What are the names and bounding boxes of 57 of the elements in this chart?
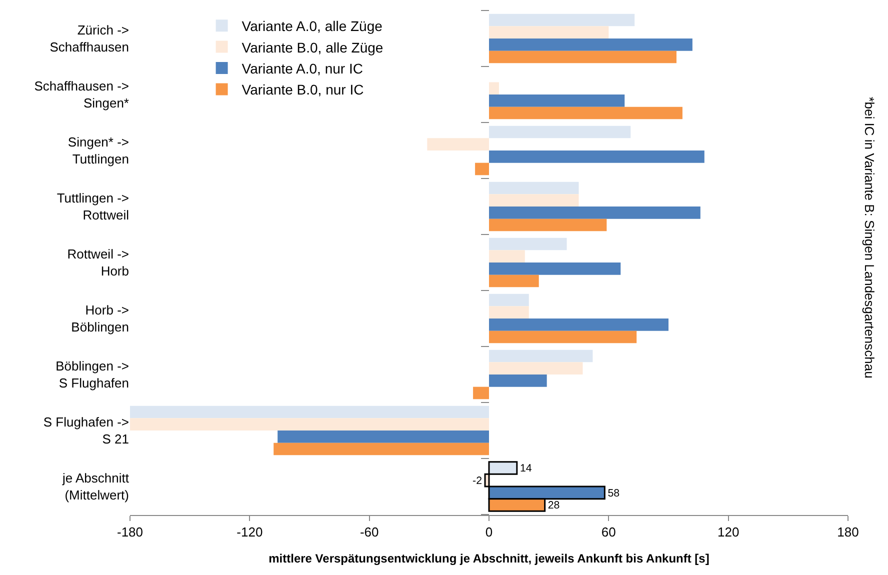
bar bbox=[489, 14, 635, 26]
data-label: 58 bbox=[608, 487, 620, 500]
x-tick-label: -60 bbox=[360, 524, 379, 540]
data-label: 28 bbox=[548, 500, 560, 512]
bar bbox=[489, 274, 539, 288]
bar bbox=[130, 406, 489, 418]
y-tick-label: Singen* -> Tuttlingen bbox=[68, 134, 129, 166]
bar bbox=[489, 194, 579, 206]
text: *bei IC in Variante B: Singen Landesgartenschau bbox=[862, 96, 877, 378]
x-tick-label: -120 bbox=[236, 524, 263, 540]
y-tick-label: Tuttlingen -> Rottweil bbox=[56, 190, 130, 222]
bar bbox=[489, 362, 583, 374]
bar bbox=[489, 26, 609, 38]
bar bbox=[489, 262, 621, 275]
bar bbox=[489, 206, 700, 219]
x-tick-label: -180 bbox=[116, 524, 144, 540]
x-axis-title: mittlere Verspätungsentwicklung je Abschnitt, jeweils Ankunft bis Ankunft [s] bbox=[268, 552, 710, 566]
bar bbox=[489, 50, 676, 64]
data-label: -2 bbox=[472, 475, 482, 488]
legend-label: Variante A.0, alle Züge bbox=[242, 18, 383, 34]
bar bbox=[489, 94, 625, 107]
y-tick-label: Böblingen -> S Flughafen bbox=[56, 358, 129, 390]
bar bbox=[489, 38, 692, 51]
y-tick-label: Schaffhausen -> Singen* bbox=[34, 78, 129, 110]
y-tick-label: Horb -> Böblingen bbox=[71, 302, 129, 334]
bar bbox=[489, 106, 682, 120]
y-tick-label: Rottweil -> Horb bbox=[67, 246, 129, 278]
bar bbox=[473, 386, 489, 400]
bar bbox=[489, 182, 579, 194]
x-tick-label: 0 bbox=[485, 524, 493, 540]
bar bbox=[489, 350, 593, 362]
bar bbox=[475, 162, 489, 176]
bar bbox=[489, 150, 704, 163]
x-tick-label: 120 bbox=[717, 524, 740, 540]
bar bbox=[489, 374, 547, 387]
legend-label: Variante B.0, alle Züge bbox=[242, 39, 384, 56]
bar bbox=[130, 418, 489, 430]
bar bbox=[489, 238, 567, 250]
bar bbox=[489, 330, 637, 344]
bar bbox=[489, 250, 525, 262]
x-tick-label: 180 bbox=[837, 524, 859, 540]
bar bbox=[278, 430, 489, 443]
x-tick-label: 60 bbox=[601, 524, 616, 540]
bar bbox=[489, 294, 529, 306]
y-tick-label: S Flughafen -> S 21 bbox=[43, 414, 129, 446]
bar bbox=[489, 218, 607, 232]
y-tick-label: Zürich -> Schaffhausen bbox=[50, 22, 129, 54]
data-label: 14 bbox=[520, 462, 532, 475]
bar bbox=[489, 318, 668, 331]
bar bbox=[427, 138, 489, 150]
bar bbox=[489, 82, 499, 94]
bar bbox=[489, 126, 631, 138]
bar bbox=[274, 442, 489, 456]
legend-label: Variante B.0, nur IC bbox=[242, 82, 364, 98]
legend-label: Variante A.0, nur IC bbox=[242, 60, 363, 76]
bar bbox=[489, 306, 529, 318]
y-tick-label: je Abschnitt (Mittelwert) bbox=[62, 470, 130, 502]
